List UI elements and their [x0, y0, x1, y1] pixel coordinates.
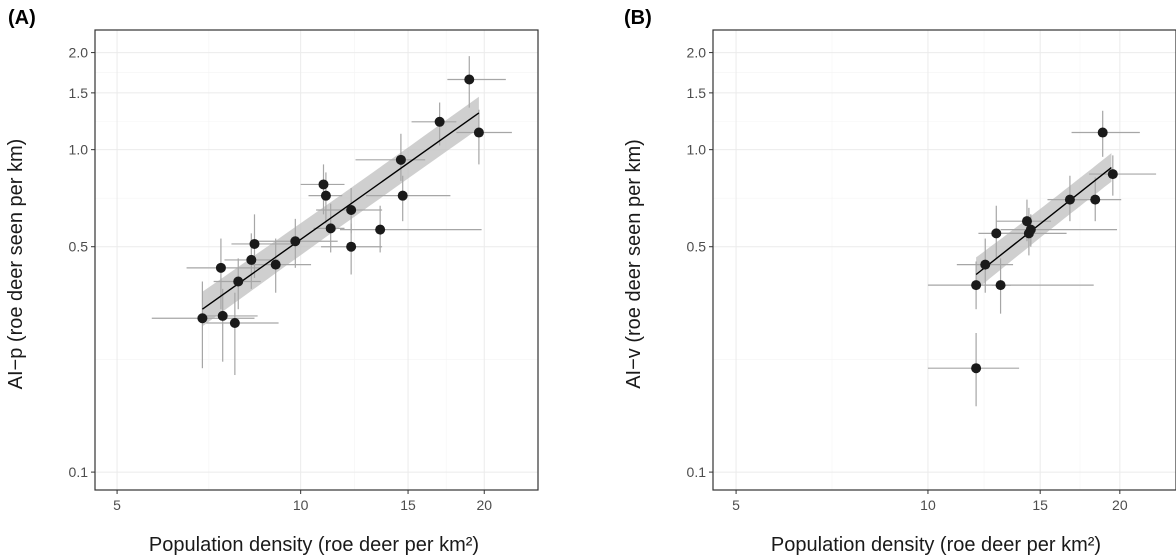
panel-b-y-tick-label: 0.1 — [687, 464, 707, 480]
panel-b-x-tick-label: 10 — [920, 497, 936, 513]
panel-a-x-tick-label: 20 — [476, 497, 492, 513]
panel-a-data-point — [215, 262, 226, 273]
panel-b-data-point — [971, 363, 982, 374]
panel-a-data-point — [246, 254, 257, 265]
panel-a-y-tick-label: 0.1 — [69, 464, 89, 480]
panel-a-data-point — [434, 116, 445, 127]
panel-a-y-tick-label: 1.5 — [69, 85, 89, 101]
panel-a-label: (A) — [8, 7, 36, 29]
panel-a-data-point — [464, 74, 475, 85]
panel-b: (B) 5 10 15 20 0.1 0.5 1.0 1.5 2.0 Population d… — [623, 7, 1176, 556]
panel-a-data-point — [229, 317, 240, 328]
panel-a-data-point — [395, 154, 406, 165]
panel-a-data-point — [375, 224, 386, 235]
panel-a-frame — [94, 29, 539, 491]
panel-b-data-point — [991, 228, 1002, 239]
panel-a-y-tick-label: 0.5 — [69, 239, 89, 255]
panel-a-fit-line — [201, 112, 480, 310]
panel-a-x-axis: 5 10 15 20 — [113, 490, 492, 513]
panel-b-y-tick-label: 2.0 — [687, 45, 707, 61]
panel-a-data-point — [346, 204, 357, 215]
panel-b-data-point — [995, 280, 1006, 291]
panel-b-fit-layer — [975, 167, 1112, 276]
panel-b-y-tick-label: 1.5 — [687, 85, 707, 101]
panel-a-x-axis-title: Population density (roe deer per km²) — [149, 534, 479, 556]
panel-a-data-point — [320, 190, 331, 201]
panel-b-grid — [713, 30, 1176, 490]
panel-a-data-point — [197, 313, 208, 324]
panel-a-x-tick-label: 10 — [293, 497, 309, 513]
panel-b-x-tick-label: 5 — [732, 497, 740, 513]
panel-a-points — [197, 74, 484, 328]
panel-b-data-point — [1064, 194, 1075, 205]
panel-b-plot-background — [713, 30, 1176, 490]
panel-a-y-tick-label: 1.0 — [69, 142, 89, 158]
panel-b-data-point — [971, 280, 982, 291]
panel-a-data-point — [473, 127, 484, 138]
panel-b-x-axis: 5 10 15 20 — [732, 490, 1128, 513]
panel-b-y-tick-label: 1.0 — [687, 142, 707, 158]
panel-b-label: (B) — [624, 7, 652, 29]
panel-b-data-point — [1021, 216, 1032, 227]
panel-b-x-axis-title: Population density (roe deer per km²) — [771, 534, 1101, 556]
panel-a-grid — [95, 30, 538, 490]
panel-a-data-point — [290, 236, 301, 247]
panel-a-data-point — [397, 190, 408, 201]
panel-b-y-axis-title: AI−v (roe deer seen per km) — [623, 139, 645, 389]
panel-a-data-point — [318, 179, 329, 190]
panel-b-data-point — [1097, 127, 1108, 138]
panel-b-x-tick-label: 20 — [1112, 497, 1128, 513]
panel-a-data-point — [346, 241, 357, 252]
panel-b-fit-line — [975, 167, 1112, 276]
panel-a-y-axis-title: AI−p (roe deer seen per km) — [5, 139, 27, 390]
panel-b-y-tick-label: 0.5 — [687, 239, 707, 255]
panel-a-data-point — [270, 259, 281, 270]
panel-b-x-tick-label: 15 — [1032, 497, 1048, 513]
panel-b-data-point — [1090, 194, 1101, 205]
panel-a-data-point — [233, 276, 244, 287]
panel-b-points — [971, 127, 1118, 374]
panel-a-data-point — [217, 310, 228, 321]
panel-b-data-point — [1025, 224, 1036, 235]
panel-a-x-tick-label: 5 — [113, 497, 121, 513]
panel-a-data-point — [325, 223, 336, 234]
panel-b-data-point — [1107, 169, 1118, 180]
panel-b-data-point — [980, 259, 991, 270]
panel-a-y-axis: 0.1 0.5 1.0 1.5 2.0 — [69, 45, 95, 480]
panel-b-y-axis: 0.1 0.5 1.0 1.5 2.0 — [687, 45, 713, 480]
panel-b-frame — [712, 29, 1176, 491]
panel-a-x-tick-label: 15 — [400, 497, 416, 513]
panel-a-plot-background — [95, 30, 538, 490]
panel-a-data-point — [249, 238, 260, 249]
panel-a: (A) 5 10 15 20 0.1 0.5 1.0 1.5 2.0 Population d… — [5, 7, 539, 556]
panel-a-fit-layer — [201, 112, 480, 310]
panel-a-y-tick-label: 2.0 — [69, 45, 89, 61]
